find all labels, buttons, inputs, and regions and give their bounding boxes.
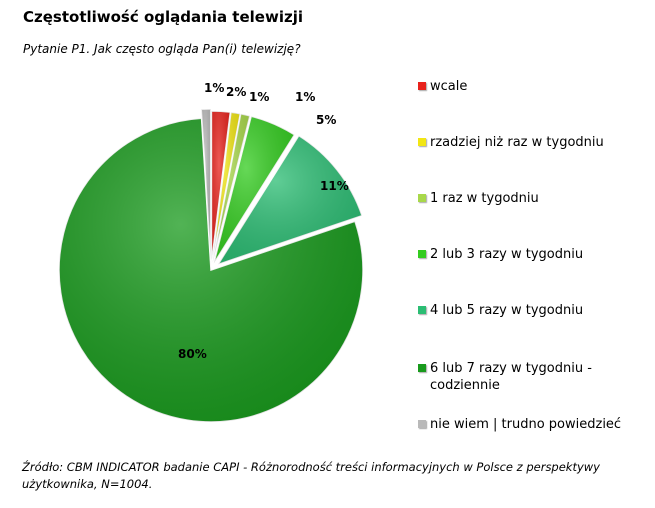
pie-value-label-5: 11% xyxy=(320,179,349,193)
pie-slice-shade-7 xyxy=(201,109,211,262)
legend-item-2: rzadziej niż raz w tygodniu xyxy=(418,134,630,151)
legend-label: 4 lub 5 razy w tygodniu xyxy=(430,303,584,318)
legend-label: rzadziej niż raz w tygodniu xyxy=(430,135,604,150)
pie-slice-shade-4 xyxy=(213,116,295,264)
legend-item-6: 6 lub 7 razy w tygodniu - codziennie xyxy=(418,360,630,394)
legend-label: nie wiem | trudno powiedzieć xyxy=(430,417,622,432)
legend-item-7: nie wiem | trudno powiedzieć xyxy=(418,416,630,433)
pie-slice-shade-3 xyxy=(212,113,250,264)
chart-subtitle: Pytanie P1. Jak często ogląda Pan(i) tel… xyxy=(23,42,301,56)
legend-item-5: 4 lub 5 razy w tygodniu xyxy=(418,302,630,319)
legend-label: wcale xyxy=(430,79,468,94)
legend-swatch xyxy=(418,138,426,146)
legend-label: 6 lub 7 razy w tygodniu - codziennie xyxy=(430,361,592,393)
source-note: Źródło: CBM INDICATOR badanie CAPI - Róż… xyxy=(22,460,600,491)
chart-title: Częstotliwość oglądania telewizji xyxy=(23,8,303,26)
pie-value-label-6: 80% xyxy=(178,347,207,361)
legend-label: 1 raz w tygodniu xyxy=(430,191,539,206)
legend-item-4: 2 lub 3 razy w tygodniu xyxy=(418,246,630,263)
legend-swatch xyxy=(418,420,426,428)
pie-slice-shade-5 xyxy=(218,135,363,265)
legend-swatch xyxy=(418,250,426,258)
pie-value-label-1: 2% xyxy=(226,85,246,99)
legend-swatch xyxy=(418,306,426,314)
legend-swatch xyxy=(418,364,426,372)
legend-label: 2 lub 3 razy w tygodniu xyxy=(430,247,584,262)
legend-item-1: wcale xyxy=(418,78,630,95)
pie-slice-shade-6 xyxy=(59,118,364,423)
pie-value-label-7: 1% xyxy=(204,81,224,95)
pie-value-label-2: 1% xyxy=(249,90,269,104)
legend-swatch xyxy=(418,82,426,90)
pie-value-label-3: 1% xyxy=(295,90,315,104)
pie-value-label-4: 5% xyxy=(316,113,336,127)
legend-swatch xyxy=(418,194,426,202)
legend-item-3: 1 raz w tygodniu xyxy=(418,190,630,207)
